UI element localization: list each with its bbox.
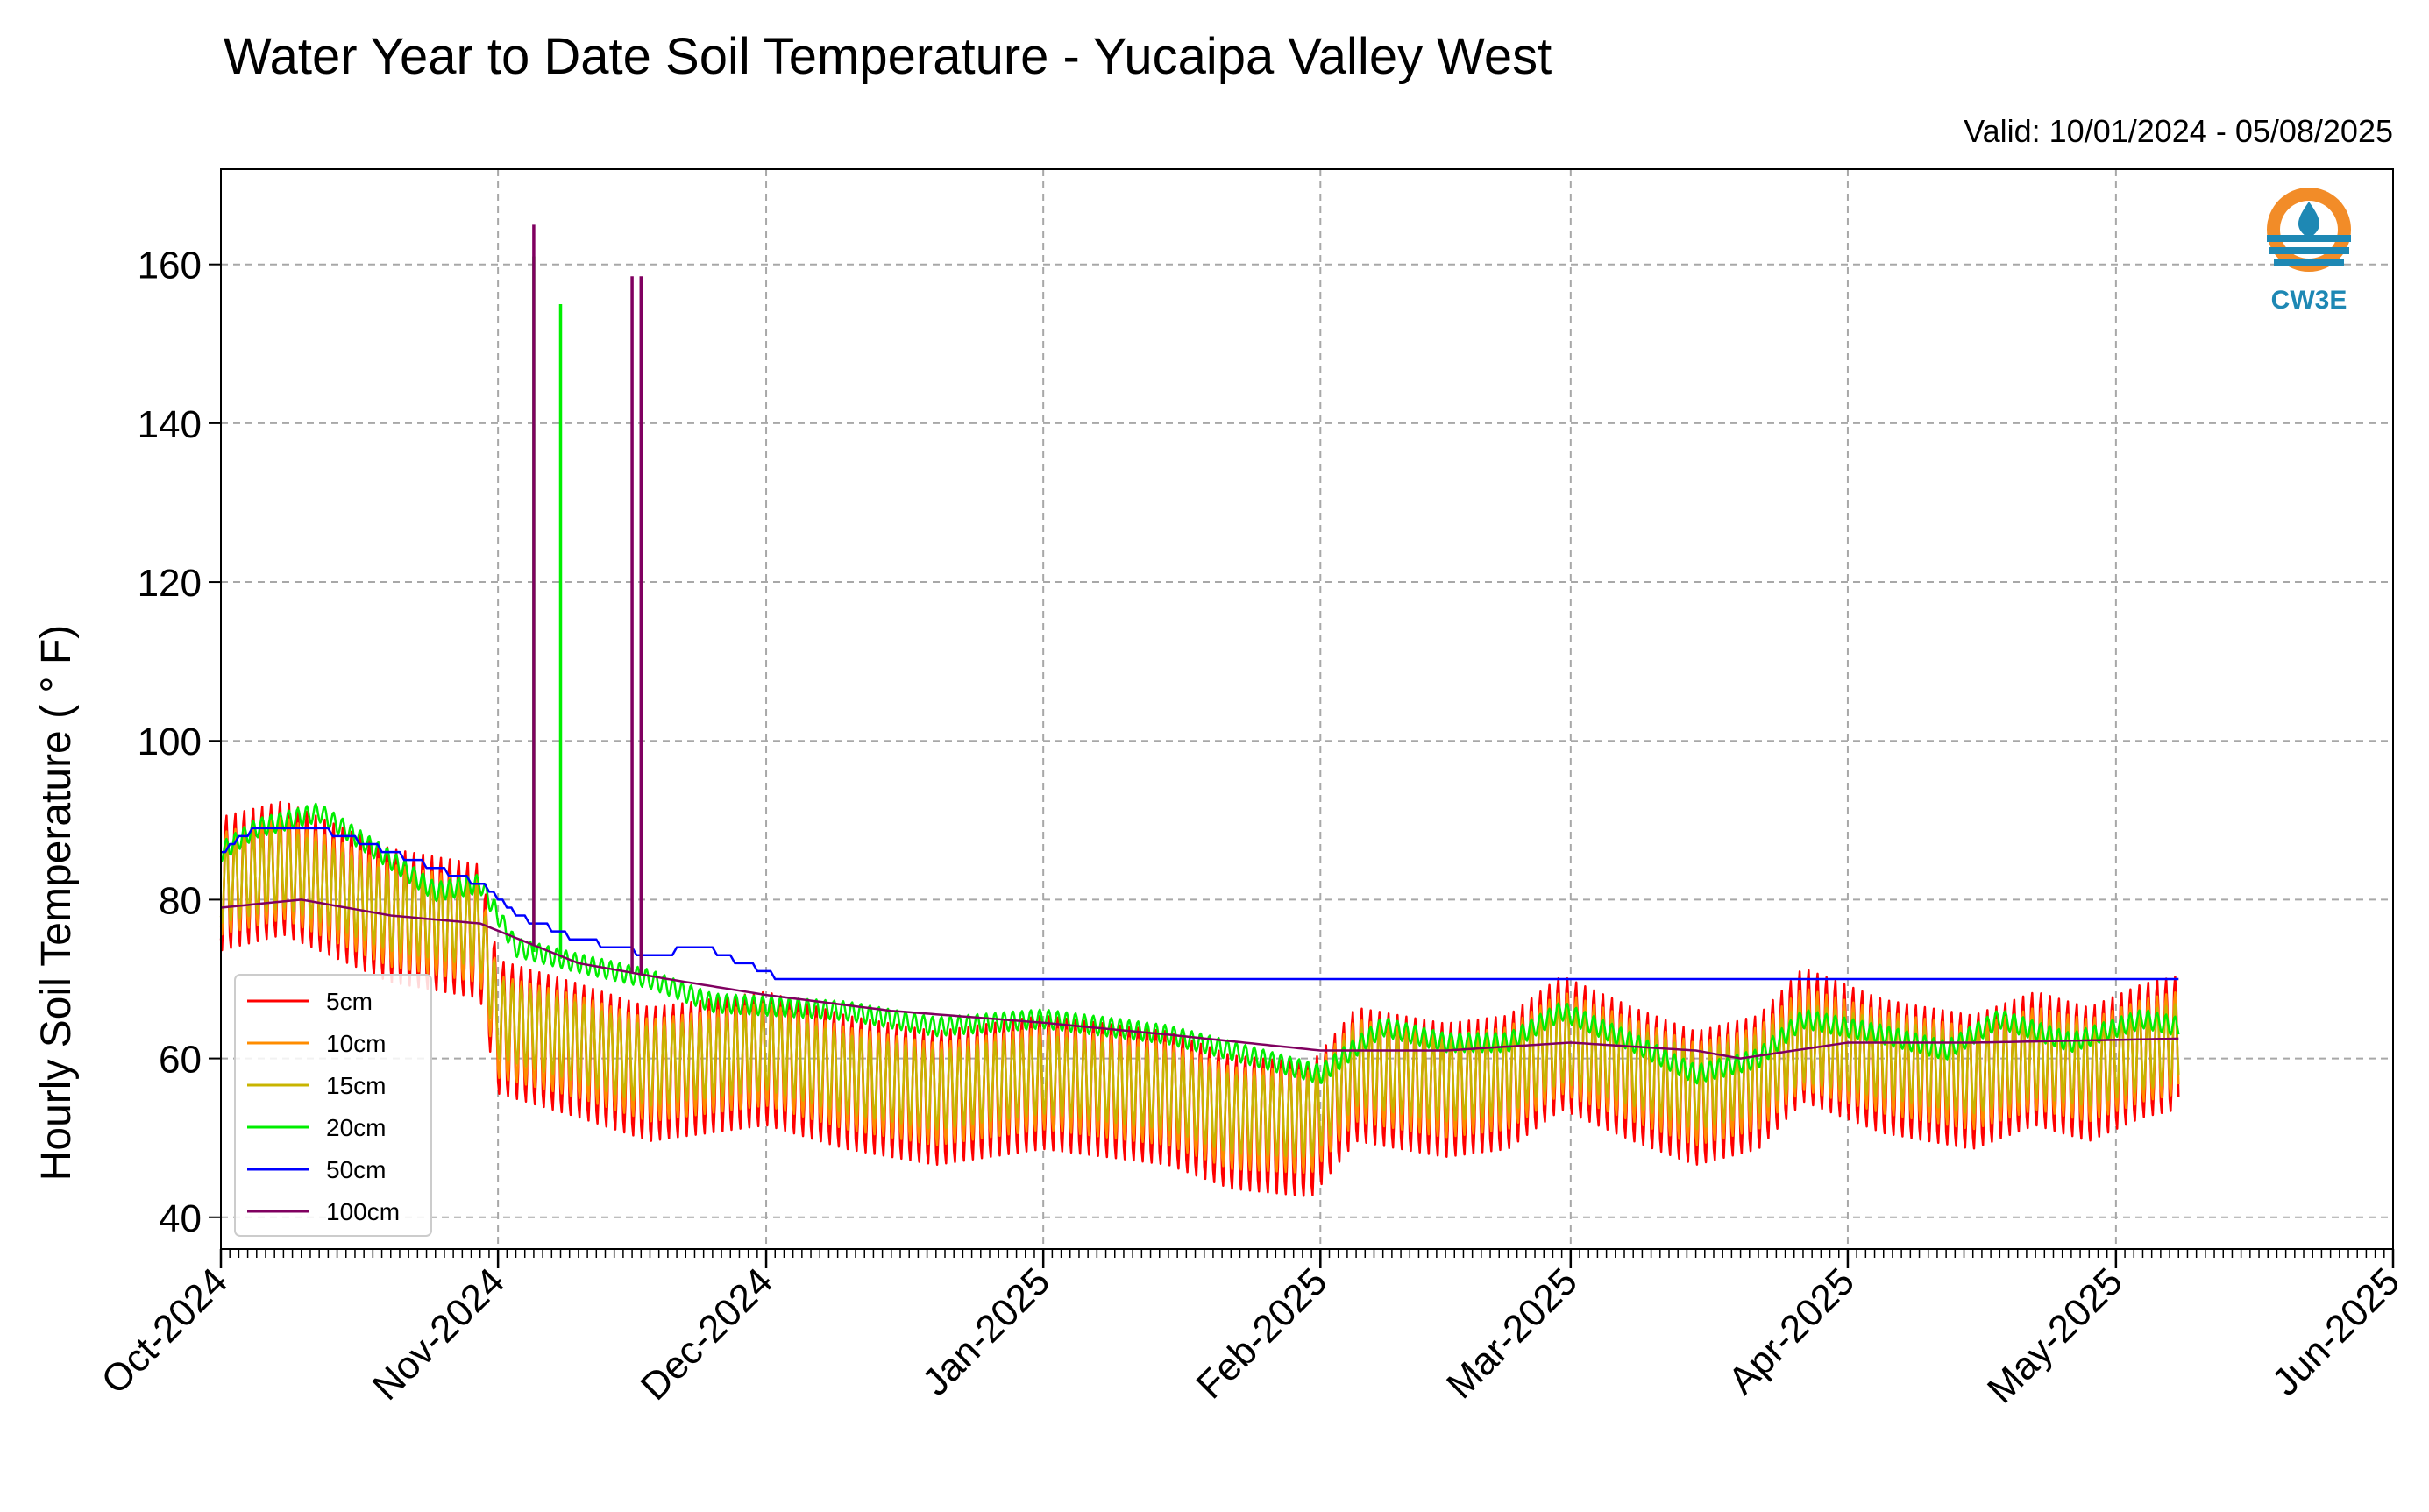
x-tick-label: Feb-2025: [1189, 1260, 1336, 1407]
legend-label: 10cm: [326, 1030, 386, 1057]
logo-text: CW3E: [2271, 286, 2347, 315]
logo-water-icon: [2274, 259, 2344, 266]
y-tick-label: 120: [138, 562, 202, 605]
y-tick-label: 60: [159, 1039, 202, 1082]
series-line-100cm: [220, 898, 2179, 1060]
y-tick-label: 100: [138, 721, 202, 763]
chart-subtitle: Valid: 10/01/2024 - 05/08/2025: [1964, 113, 2393, 149]
series-line-20cm: [220, 802, 2180, 1085]
legend-label: 5cm: [326, 988, 373, 1015]
series-line-5cm: [219, 800, 2180, 1197]
legend-label: 20cm: [326, 1114, 386, 1141]
axis-ticks: [209, 263, 2395, 1268]
y-tick-label: 40: [159, 1197, 202, 1240]
x-tick-labels: Oct-2024 Nov-2024 Dec-2024 Jan-2025 Feb-2025…: [93, 1260, 2408, 1411]
x-tick-label: Dec-2024: [633, 1260, 782, 1409]
plot-frame: [220, 168, 2394, 1250]
legend-label: 100cm: [326, 1198, 400, 1225]
y-tick-label: 160: [138, 245, 202, 287]
logo-drop-icon: [2298, 202, 2320, 238]
x-tick-label: Jan-2025: [914, 1260, 1058, 1403]
chart-title: Water Year to Date Soil Temperature - Yu…: [224, 28, 1552, 85]
y-tick-label: 80: [159, 879, 202, 922]
x-tick-label: Nov-2024: [365, 1260, 514, 1409]
x-tick-label: May-2025: [1979, 1260, 2131, 1411]
logo-water-icon: [2269, 247, 2349, 254]
x-tick-label: Mar-2025: [1438, 1260, 1586, 1407]
data-series: [219, 224, 2180, 1197]
legend-label: 50cm: [326, 1156, 386, 1183]
x-tick-label: Oct-2024: [93, 1260, 236, 1402]
legend-label: 15cm: [326, 1072, 386, 1099]
y-tick-label: 140: [138, 403, 202, 446]
x-tick-label: Jun-2025: [2264, 1260, 2408, 1403]
x-tick-label: Apr-2025: [1720, 1260, 1863, 1402]
legend: 5cm 10cm 15cm 20cm 50cm 100cm: [234, 974, 432, 1237]
y-tick-labels: 40 60 80 100 120 140 160: [138, 245, 202, 1240]
y-axis-label: Hourly Soil Temperature ( ° F): [33, 625, 80, 1182]
series-line-50cm: [221, 827, 2179, 981]
cw3e-logo: CW3E: [2267, 188, 2351, 315]
